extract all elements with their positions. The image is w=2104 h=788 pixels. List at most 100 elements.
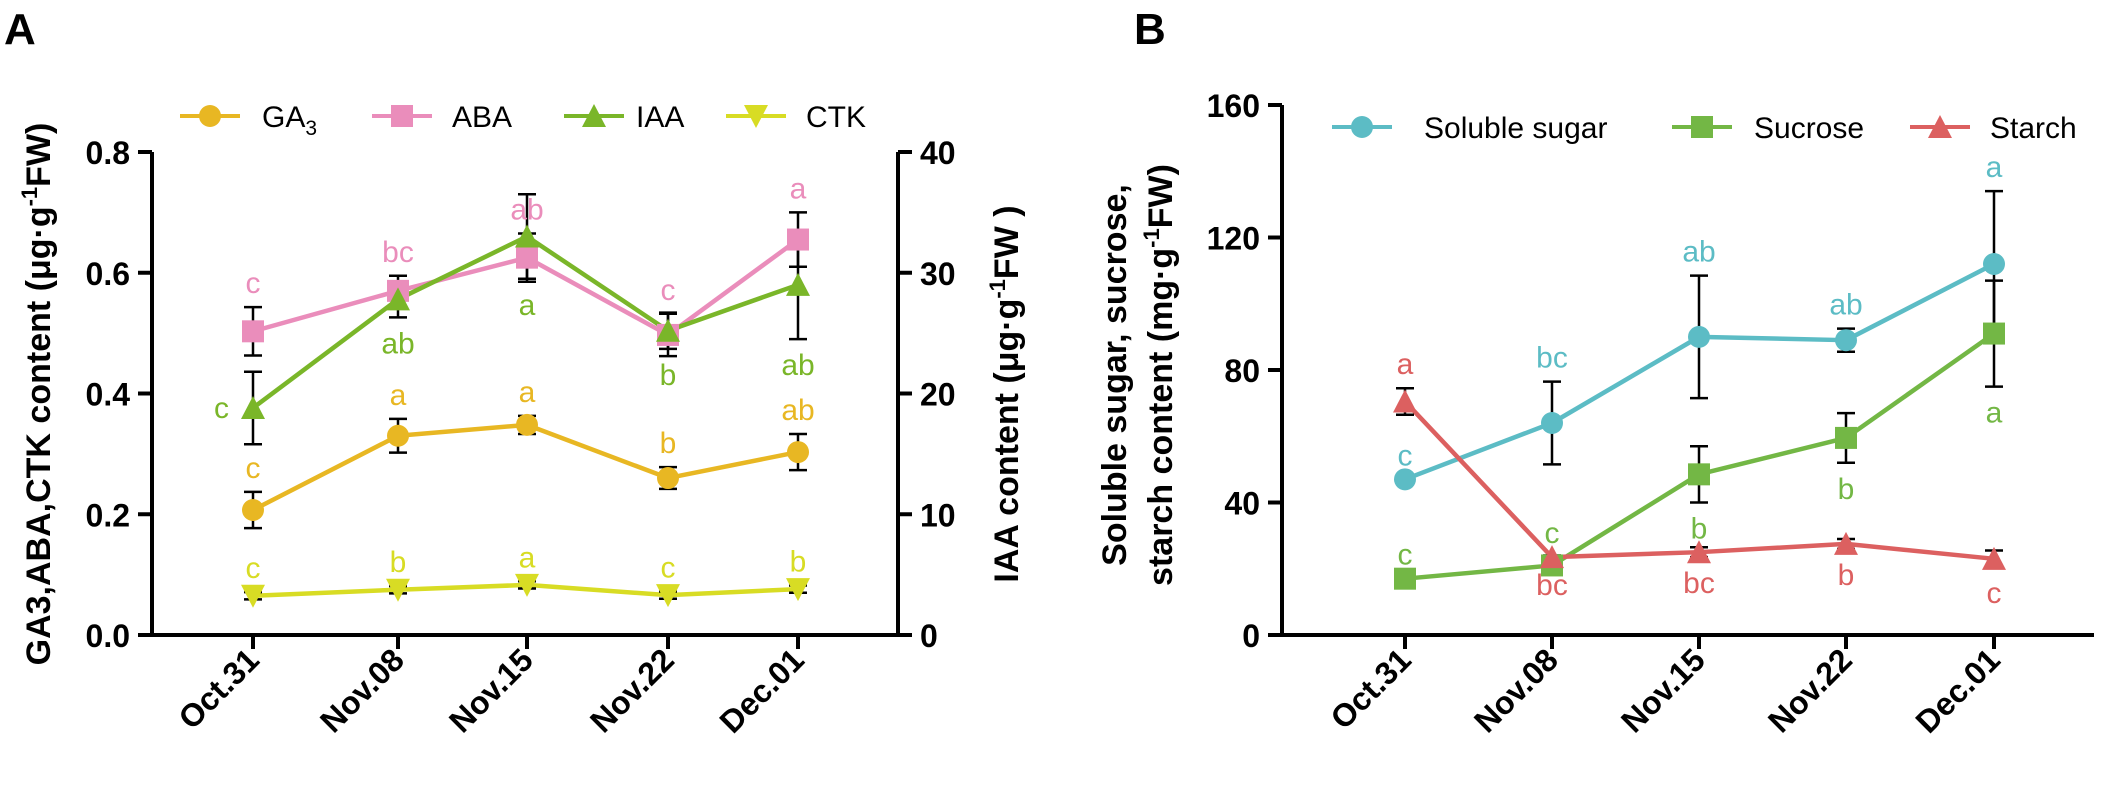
significance-label-ctk: c [246, 552, 261, 585]
significance-label-ctk: b [790, 545, 807, 578]
data-point-soluble [1688, 325, 1710, 348]
data-point-ctk [386, 578, 410, 602]
data-point-soluble [1394, 468, 1416, 491]
data-point-soluble [1835, 329, 1857, 352]
data-point-iaa [515, 224, 539, 248]
x-tick-label: Oct.31 [171, 641, 266, 736]
data-point-ga3 [516, 413, 538, 436]
y-axis-title-right-a: IAA content (μg·g-1FW ) [985, 205, 1026, 582]
significance-label-sucrose: b [1838, 473, 1855, 506]
x-tick-label: Nov.08 [1467, 641, 1565, 739]
legend-sucrose-label: Sucrose [1754, 112, 1864, 145]
significance-label-aba: a [790, 172, 807, 205]
legend-ga3-label: GA3 [262, 101, 317, 140]
significance-label-aba: c [246, 267, 261, 300]
significance-label-sucrose: b [1691, 513, 1708, 546]
significance-label-sucrose: a [1986, 397, 2003, 430]
data-point-ga3 [657, 467, 679, 490]
x-tick-label: Dec.01 [1909, 641, 2007, 739]
data-point-aba [787, 228, 809, 251]
legend-sucrose-marker [1691, 116, 1713, 138]
legend-soluble-marker [1351, 116, 1373, 138]
data-point-ctk [786, 578, 810, 602]
significance-label-iaa: c [214, 392, 229, 425]
significance-label-aba: c [661, 274, 676, 307]
legend-item-ga3: GA3 [180, 101, 317, 140]
significance-label-ctk: c [661, 552, 676, 585]
significance-label-sucrose: c [1398, 539, 1413, 572]
y-axis-title-b-line1: Soluble sugar, sucrose, [1096, 184, 1134, 566]
y-tick-label-right: 30 [920, 256, 956, 292]
series-line-ga3 [251, 422, 799, 513]
significance-label-ctk: a [519, 541, 536, 574]
legend-iaa-marker [582, 104, 606, 127]
significance-label-soluble: ab [1829, 289, 1862, 322]
y-tick-label: 0.6 [86, 256, 130, 292]
significance-label-ga3: b [660, 427, 677, 460]
data-point-aba [242, 320, 264, 343]
data-point-iaa [786, 272, 810, 296]
y-tick-label: 0.4 [86, 377, 131, 413]
x-ticks-a: Oct.31 Nov.08 Nov.15 Nov.22 Dec.01 [171, 635, 811, 740]
data-point-iaa [656, 318, 680, 342]
y-ticks-left-a: 0.8 0.6 0.4 0.2 0.0 [86, 135, 152, 654]
legend-ctk-marker [744, 105, 768, 128]
legend-item-starch: Starch [1910, 112, 2077, 145]
data-point-sucrose [1394, 567, 1416, 590]
significance-label-sucrose: c [1545, 517, 1560, 550]
y-tick-label-right: 0 [920, 618, 938, 654]
legend-starch-label: Starch [1990, 112, 2077, 145]
legend-ga3-marker [199, 105, 221, 127]
y-tick-label: 0.8 [86, 135, 130, 171]
x-tick-label: Oct.31 [1323, 641, 1418, 736]
data-point-ga3 [787, 441, 809, 464]
x-tick-label: Dec.01 [713, 641, 811, 739]
significance-label-iaa: a [519, 289, 536, 322]
data-point-sucrose [1835, 426, 1857, 449]
data-point-starch [1982, 546, 2006, 570]
x-tick-label: Nov.22 [583, 641, 681, 739]
y-tick-label-right: 20 [920, 377, 956, 413]
legend-aba-marker [391, 105, 413, 127]
x-ticks-b: Oct.31 Nov.08 Nov.15 Nov.22 Dec.01 [1323, 635, 2007, 740]
data-point-starch [1540, 545, 1564, 569]
significance-label-iaa: b [660, 359, 677, 392]
data-point-iaa [241, 395, 265, 419]
data-point-soluble [1541, 412, 1563, 434]
legend-item-soluble-sugar: Soluble sugar [1332, 112, 1607, 145]
panel-b: B Soluble sugar Sucrose Starch [1096, 5, 2094, 740]
data-point-iaa [386, 287, 410, 311]
legend-item-iaa: IAA [564, 101, 684, 134]
x-tick-label: Nov.22 [1761, 641, 1859, 739]
significance-label-soluble: bc [1536, 342, 1568, 375]
data-point-sucrose [1688, 463, 1710, 486]
y-tick-label-right: 40 [920, 135, 956, 171]
significance-label-ga3: a [390, 379, 407, 412]
legend-item-ctk: CTK [726, 101, 866, 134]
significance-label-aba: ab [510, 194, 543, 227]
legend-starch-marker [1928, 115, 1952, 138]
legend-a: GA3 ABA IAA CTK [180, 101, 866, 140]
y-tick-label: 120 [1207, 221, 1260, 257]
y-axis-title-b-line2: starch content (mg·g-1FW) [1139, 164, 1180, 586]
significance-label-iaa: ab [381, 327, 414, 360]
significance-label-ga3: ab [781, 394, 814, 427]
significance-label-aba: bc [382, 236, 414, 269]
data-point-ctk [241, 584, 265, 608]
y-axis-title-left-a: GA3,ABA,CTK content (μg·g-1FW) [17, 123, 58, 666]
x-tick-label: Nov.15 [1614, 641, 1712, 739]
significance-label-iaa: ab [781, 349, 814, 382]
data-point-ga3 [387, 424, 409, 447]
data-point-sucrose [1983, 322, 2005, 345]
legend-soluble-label: Soluble sugar [1424, 112, 1607, 145]
significance-label-starch: bc [1683, 567, 1715, 600]
significance-label-starch: c [1987, 577, 2002, 610]
legend-item-aba: ABA [372, 101, 512, 134]
y-tick-label: 80 [1224, 353, 1260, 389]
data-point-starch [1687, 540, 1711, 564]
x-tick-label: Nov.08 [313, 641, 411, 739]
significance-label-ga3: a [519, 376, 536, 409]
